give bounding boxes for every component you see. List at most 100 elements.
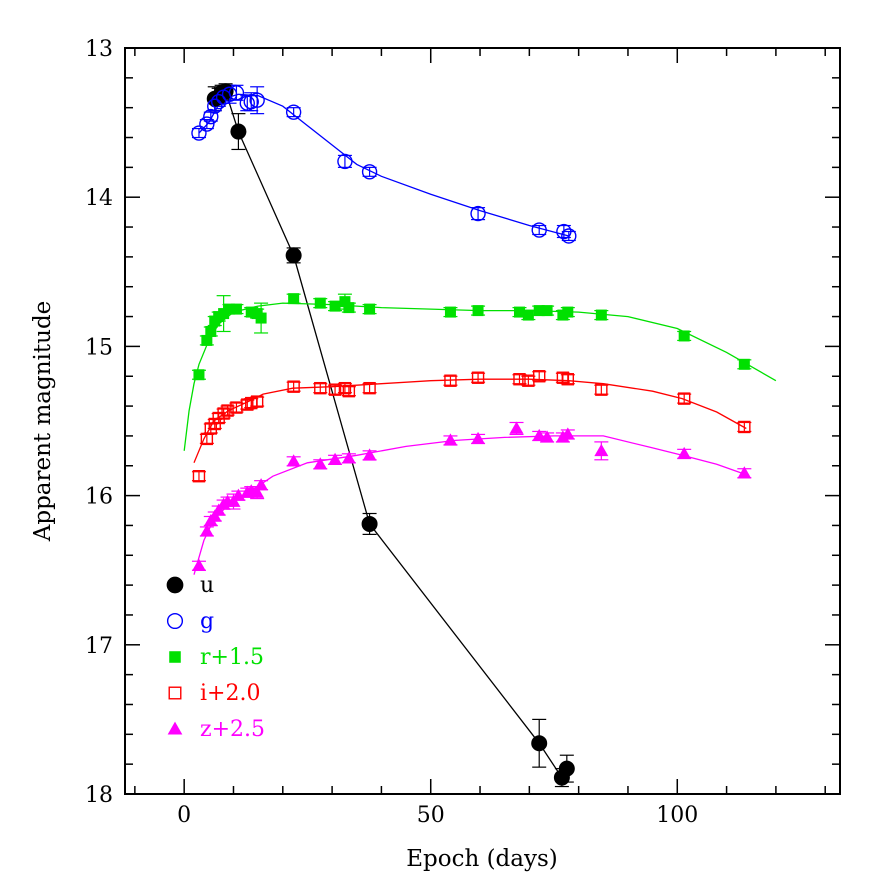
point-i-2-0 [241,398,254,411]
point-i-2-0 [338,381,352,395]
point-g [221,86,238,102]
point-g [531,222,547,238]
point-g [191,125,207,141]
y-tick-label: 16 [85,485,113,510]
point-z-2-5 [191,558,206,571]
point-g [556,223,572,240]
point-i-2-0 [561,373,575,386]
point-z-2-5 [328,452,343,466]
point-i-2-0 [342,384,356,398]
point-r-1-5 [522,309,534,321]
point-i-2-0 [314,381,327,395]
point-g [249,92,265,108]
point-i-2-0 [192,470,206,483]
point-i-2-0 [250,395,264,408]
point-z-2-5 [677,446,692,460]
point-r-1-5 [245,306,257,318]
point-z-2-5 [737,466,752,479]
point-z-2-5 [313,457,328,470]
x-tick-label: 50 [417,803,445,828]
point-r-1-5 [314,297,326,309]
point-r-1-5 [738,358,750,370]
point-r-1-5 [339,296,351,308]
point-g [285,104,302,120]
point-i-2-0 [738,420,751,434]
point-z-2-5 [199,524,214,537]
point-u [558,760,575,777]
point-r-1-5 [472,305,484,317]
y-tick-label: 13 [85,37,113,62]
point-i-2-0 [217,407,230,420]
point-r-1-5 [444,306,456,318]
point-g [561,228,577,244]
point-u [361,515,378,532]
legend-marker-g [166,612,184,630]
legend-marker-u [166,576,184,594]
point-z-2-5 [509,421,524,434]
point-i-2-0 [444,374,457,387]
legend-label-g: g [200,609,214,634]
point-i-2-0 [677,392,691,405]
point-z-2-5 [250,485,265,498]
fit-line-i-2-0 [193,378,747,464]
point-r-1-5 [218,308,230,320]
point-z-2-5 [594,443,609,457]
point-g [210,94,227,110]
point-g [203,108,219,125]
point-r-1-5 [513,306,525,318]
x-axis-label: Epoch (days) [406,846,558,872]
point-g [243,94,259,110]
point-i-2-0 [533,370,546,383]
point-i-2-0 [328,383,342,396]
point-i-2-0 [221,404,234,417]
point-r-1-5 [288,293,300,305]
legend-label-z-2-5: z+2.5 [200,717,265,742]
point-r-1-5 [201,334,213,346]
point-z-2-5 [471,431,486,445]
point-i-2-0 [204,422,218,435]
legend-label-r-1-5: r+1.5 [200,645,264,670]
legend-label-u: u [200,573,214,598]
point-g [361,164,378,180]
tick-labels: 0 50 100 13 14 15 16 17 18 [85,37,698,828]
point-g [228,85,245,101]
fit-line-r-1-5 [183,302,777,451]
point-z-2-5 [540,430,555,443]
legend-marker-r-1-5 [169,651,181,663]
x-tick-label: 0 [177,803,191,828]
point-z-2-5 [560,427,575,440]
point-u [230,123,247,140]
point-z-2-5 [341,451,356,464]
point-i-2-0 [363,381,376,395]
legend-marker-z-2-5 [167,721,183,735]
fit-line-g [198,93,569,237]
point-i-2-0 [287,380,300,393]
point-r-1-5 [193,369,205,381]
point-r-1-5 [595,309,607,321]
point-g [470,205,486,222]
point-z-2-5 [286,454,301,467]
legend-label-i-2-0: i+2.0 [200,681,260,706]
point-r-1-5 [230,303,242,315]
point-r-1-5 [255,312,267,324]
y-tick-label: 14 [85,186,113,211]
axis-ticks [125,47,840,795]
point-r-1-5 [678,330,690,342]
point-z-2-5 [254,478,269,491]
point-r-1-5 [343,302,355,314]
point-g [199,116,215,132]
point-r-1-5 [364,303,376,315]
point-g [207,98,223,114]
data-points [191,83,752,786]
point-z-2-5 [443,433,458,446]
point-r-1-5 [224,303,236,315]
error-bars [191,83,752,788]
point-r-1-5 [541,305,553,317]
point-g [337,153,353,170]
point-i-2-0 [471,371,485,384]
legend: ug r+1.5 i+2.0 z+2.5 [166,573,265,742]
point-u [285,247,302,264]
point-z-2-5 [362,448,377,461]
point-i-2-0 [513,373,526,386]
